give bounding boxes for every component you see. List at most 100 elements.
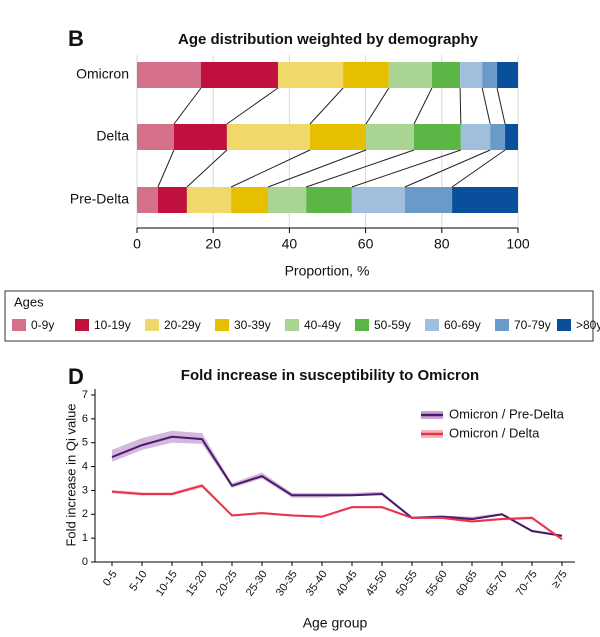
chart-title: Age distribution weighted by demography [178, 31, 479, 48]
legend-title: Ages [14, 294, 44, 309]
connector [186, 149, 228, 188]
x-tick-label: 70-75 [514, 569, 540, 599]
legend-swatch [215, 319, 229, 331]
bar-segment [137, 62, 202, 88]
legend-label: Omicron / Delta [449, 425, 540, 440]
connector [157, 149, 175, 188]
line [111, 435, 563, 537]
connector [173, 87, 202, 125]
x-axis-label: Age group [303, 615, 368, 631]
bar-segment [309, 124, 366, 150]
legend-label: 50-59y [374, 318, 411, 332]
legend-label: 40-49y [304, 318, 341, 332]
x-tick-label: 40 [282, 236, 298, 252]
y-tick-label: Pre-Delta [70, 191, 129, 207]
bar-segment [365, 124, 414, 150]
connector [267, 149, 367, 188]
bar-segment [460, 62, 483, 88]
legend-swatch [12, 319, 26, 331]
bar-segment [231, 187, 269, 213]
connector [226, 87, 279, 125]
connector [451, 149, 506, 188]
chart-title: Fold increase in susceptibility to Omicr… [181, 367, 479, 384]
connector [404, 149, 491, 188]
legend-swatch [425, 319, 439, 331]
y-tick-label: 0 [82, 556, 88, 568]
y-tick-label: Omicron [76, 66, 129, 82]
x-tick-label: 20 [205, 236, 221, 252]
x-tick-label: 0-5 [101, 569, 120, 589]
x-tick-label: 25-30 [244, 569, 270, 599]
bar-segment [306, 187, 352, 213]
bar-segment [268, 187, 307, 213]
bar-segment [388, 62, 432, 88]
x-tick-label: 65-70 [484, 569, 510, 599]
x-tick-label: 20-25 [214, 569, 240, 599]
legend-swatch [495, 319, 509, 331]
x-tick-label: 60-65 [454, 569, 480, 599]
x-tick-label: 0 [133, 236, 141, 252]
bar-segment [226, 124, 310, 150]
x-tick-label: 60 [358, 236, 374, 252]
x-tick-label: 45-50 [364, 569, 390, 599]
bar-segment [277, 62, 344, 88]
bar-segment [505, 124, 518, 150]
legend-label: 0-9y [31, 318, 54, 332]
panel-label: B [68, 26, 84, 51]
bar-segment [343, 62, 389, 88]
connector [481, 87, 491, 125]
bar-segment [452, 187, 518, 213]
legend-label: 70-79y [514, 318, 551, 332]
legend-swatch [145, 319, 159, 331]
bar-segment [173, 124, 227, 150]
bar-segment [201, 62, 278, 88]
x-tick-label: 100 [506, 236, 530, 252]
y-tick-label: 5 [82, 437, 88, 449]
connector [365, 87, 390, 125]
y-tick-label: Delta [96, 128, 129, 144]
bar-segment [351, 187, 405, 213]
bar-segment [431, 62, 461, 88]
connector [351, 149, 462, 188]
bar-segment [186, 187, 232, 213]
y-tick-label: 1 [82, 532, 88, 544]
legend-label: 30-39y [234, 318, 271, 332]
x-axis-label: Proportion, % [285, 263, 370, 279]
x-tick-label: 10-15 [154, 569, 180, 599]
connector [459, 87, 462, 125]
legend-swatch [75, 319, 89, 331]
connector [230, 149, 311, 188]
x-tick-label: 15-20 [184, 569, 210, 599]
x-tick-label: ≥75 [550, 569, 570, 591]
x-tick-label: 35-40 [304, 569, 330, 599]
x-tick-label: 80 [434, 236, 450, 252]
connector [496, 87, 506, 125]
x-tick-label: 55-60 [424, 569, 450, 599]
connector [413, 87, 433, 125]
y-tick-label: 4 [82, 460, 88, 472]
bar-segment [157, 187, 187, 213]
bar-segment [460, 124, 491, 150]
y-tick-label: 3 [82, 484, 88, 496]
y-tick-label: 6 [82, 413, 88, 425]
bar-segment [482, 62, 498, 88]
legend-box [4, 290, 594, 342]
bar-segment [404, 187, 453, 213]
x-tick-label: 5-10 [127, 569, 149, 594]
bar-segment [490, 124, 506, 150]
x-tick-label: 40-45 [334, 569, 360, 599]
y-tick-label: 2 [82, 508, 88, 520]
bar-segment [137, 187, 158, 213]
legend-label: 20-29y [164, 318, 201, 332]
legend-label: 10-19y [94, 318, 131, 332]
bar-segment [413, 124, 461, 150]
legend-label: 60-69y [444, 318, 481, 332]
connector [309, 87, 344, 125]
y-tick-label: 7 [82, 389, 88, 401]
panel-label: D [68, 364, 84, 389]
legend-swatch [355, 319, 369, 331]
y-axis-label: Fold increase in Qi value [63, 403, 78, 546]
confidence-band [112, 430, 562, 537]
connector [306, 149, 415, 188]
